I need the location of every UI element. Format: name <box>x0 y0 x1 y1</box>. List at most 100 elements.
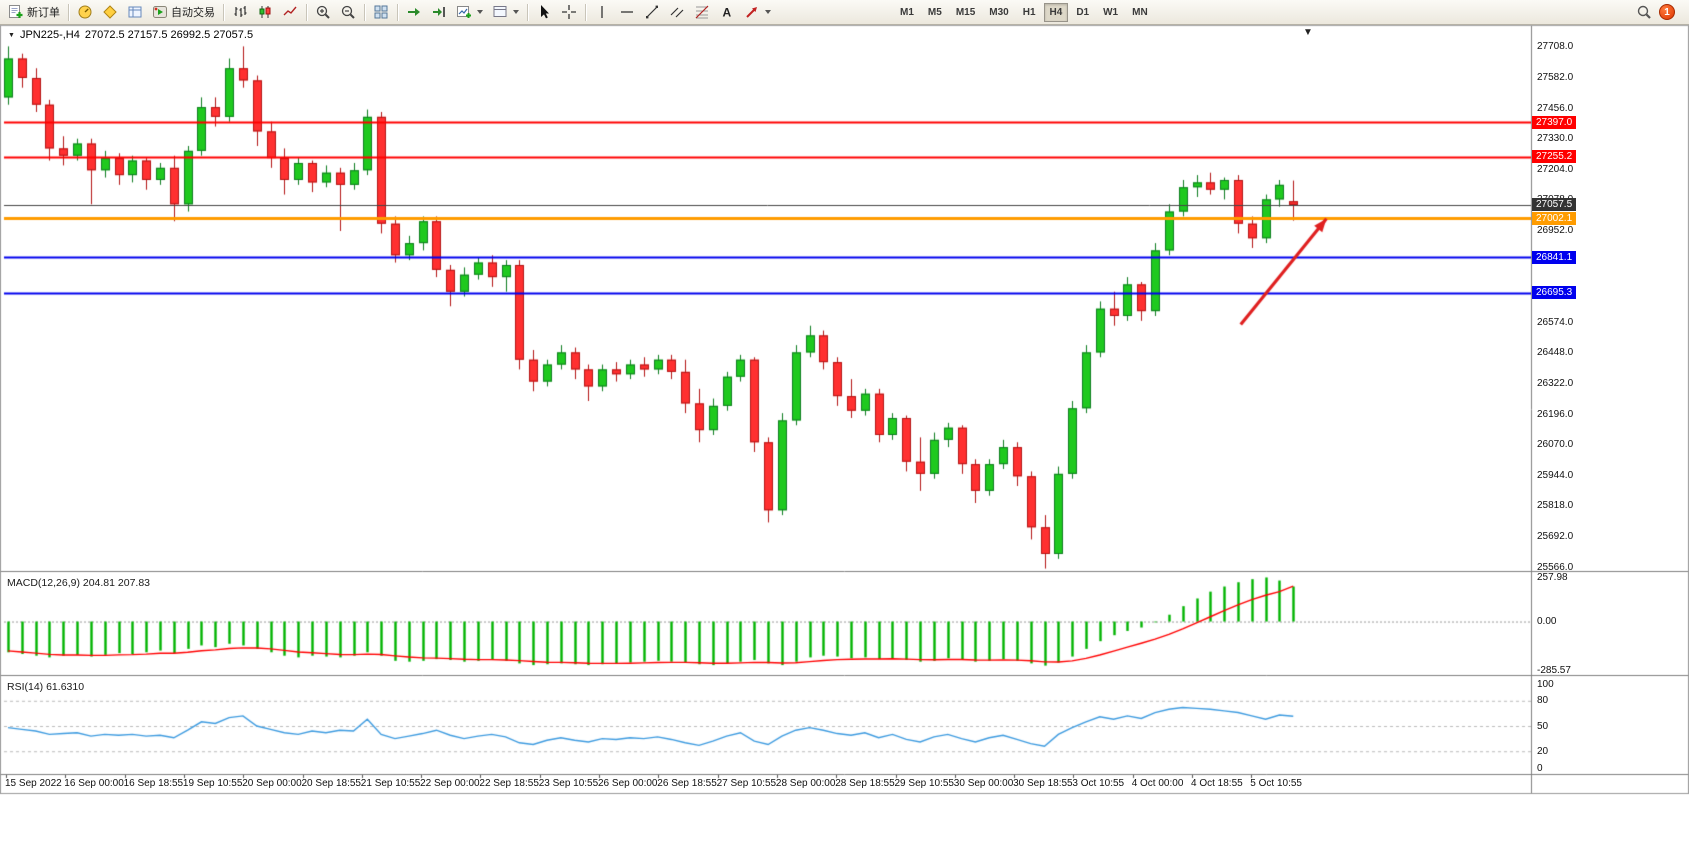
time-axis-label: 16 Sep 18:55 <box>123 778 184 789</box>
price-axis-label: 25692.0 <box>1537 531 1574 542</box>
price-axis-label: 27582.0 <box>1537 71 1574 83</box>
tf-button-w1[interactable]: W1 <box>1103 6 1119 18</box>
new-order-button[interactable]: 新订单 <box>4 2 64 23</box>
notification-badge[interactable]: 1 <box>1659 4 1675 20</box>
line-chart-icon <box>283 6 297 16</box>
horizontal-line-icon <box>621 11 633 13</box>
tf-button-m5[interactable]: M5 <box>927 6 942 18</box>
rsi-axis-label: 20 <box>1537 745 1549 757</box>
data-window-button[interactable] <box>123 2 147 23</box>
toolbar-separator <box>306 3 307 21</box>
text-icon: A <box>723 6 732 20</box>
zoom-out-icon <box>341 5 355 19</box>
cursor-icon <box>541 5 549 19</box>
candlestick-chart-button[interactable] <box>253 2 277 23</box>
timeframe-toolbar: M1 M5 M15 M30 H1 H4 D1 W1 MN <box>894 2 1154 22</box>
auto-scroll-button[interactable] <box>402 2 426 23</box>
toolbar-separator <box>527 3 528 21</box>
time-axis-label: 16 Sep 00:00 <box>64 778 124 789</box>
tile-windows-button[interactable] <box>369 2 393 23</box>
price-axis-label: 25818.0 <box>1537 500 1574 512</box>
metaeditor-button[interactable] <box>98 2 122 23</box>
tf-button-d1[interactable]: D1 <box>1076 6 1090 18</box>
rsi-axis-label: 0 <box>1537 762 1543 774</box>
price-badge: 27255.2 <box>1532 150 1577 164</box>
time-axis-label: 30 Sep 18:55 <box>1013 778 1073 789</box>
tf-button-m15[interactable]: M15 <box>955 6 976 18</box>
trendline-button[interactable] <box>640 2 664 23</box>
chart-shift-icon <box>433 7 445 17</box>
toolbar-right: 1 <box>1636 4 1685 20</box>
vertical-line-button[interactable] <box>590 2 614 23</box>
search-icon[interactable] <box>1636 4 1652 20</box>
channel-icon <box>670 7 684 18</box>
arrows-tool-button[interactable] <box>740 2 775 23</box>
time-axis-label: 4 Oct 18:55 <box>1191 778 1243 789</box>
zoom-out-button[interactable] <box>336 2 360 23</box>
templates-button[interactable] <box>488 2 523 23</box>
time-axis-label: 15 Sep 2022 <box>5 778 62 789</box>
vertical-line-icon <box>601 6 603 18</box>
time-axis-label: 29 Sep 10:55 <box>894 778 955 789</box>
time-axis-label: 3 Oct 10:55 <box>1072 778 1125 789</box>
charts-button[interactable] <box>73 2 97 23</box>
chart-shift-button[interactable] <box>427 2 451 23</box>
time-axis-label: 26 Sep 18:55 <box>657 778 717 789</box>
tf-button-h4[interactable]: H4 <box>1043 2 1069 22</box>
channel-button[interactable] <box>665 2 689 23</box>
tf-button-m1[interactable]: M1 <box>900 6 914 18</box>
main-toolbar: 新订单 自动交易 <box>0 0 1689 25</box>
new-chart-icon <box>457 6 471 18</box>
price-axis-label: 25566.0 <box>1537 561 1574 573</box>
new-chart-button[interactable] <box>452 2 487 23</box>
zoom-in-icon <box>316 5 330 19</box>
toolbar-separator <box>68 3 69 21</box>
price-badge: 26695.3 <box>1532 286 1577 300</box>
tile-windows-icon <box>374 5 388 19</box>
time-axis-label: 20 Sep 18:55 <box>301 778 362 789</box>
new-order-icon <box>9 5 23 18</box>
time-axis-label: 4 Oct 00:00 <box>1131 778 1184 789</box>
chart-ohlc-values: 27072.5 27157.5 26992.5 27057.5 <box>84 29 254 41</box>
autotrade-icon <box>153 6 167 18</box>
text-button[interactable]: A <box>715 2 739 23</box>
time-axis-label: 21 Sep 10:55 <box>360 778 421 789</box>
trendline-icon <box>646 5 658 19</box>
chart-title: ▼ JPN225-,H4 27072.5 27157.5 26992.5 270… <box>8 29 253 41</box>
line-chart-button[interactable] <box>278 2 302 23</box>
price-axis-label: 27708.0 <box>1537 41 1574 53</box>
fibonacci-button[interactable] <box>690 2 714 23</box>
new-order-label: 新订单 <box>27 7 60 19</box>
price-axis-label: 25944.0 <box>1537 469 1574 481</box>
price-axis-label: 26070.0 <box>1537 439 1574 451</box>
tf-button-m30[interactable]: M30 <box>989 6 1009 18</box>
autotrade-button[interactable]: 自动交易 <box>148 2 219 23</box>
rsi-axis-label: 100 <box>1537 678 1554 690</box>
data-window-icon <box>128 6 142 18</box>
autotrade-label: 自动交易 <box>171 7 215 19</box>
time-axis-label: 19 Sep 10:55 <box>182 778 243 789</box>
one-click-trading-icon[interactable]: ▼ <box>8 31 15 39</box>
scroll-end-marker-icon[interactable]: ▼ <box>1303 27 1313 38</box>
price-axis-label: 27330.0 <box>1537 133 1574 145</box>
crosshair-button[interactable] <box>557 2 581 23</box>
svg-text:A: A <box>723 6 732 20</box>
time-axis-label: 28 Sep 18:55 <box>835 778 895 789</box>
time-axis-label: 23 Sep 10:55 <box>538 778 599 789</box>
rsi-indicator-label: RSI(14) 61.6310 <box>7 681 85 693</box>
time-axis-label: 30 Sep 00:00 <box>953 778 1014 789</box>
rsi-axis-label: 50 <box>1537 720 1549 732</box>
auto-scroll-icon <box>408 8 420 16</box>
horizontal-line-button[interactable] <box>615 2 639 23</box>
tf-button-h1[interactable]: H1 <box>1022 6 1036 18</box>
time-axis-label: 27 Sep 10:55 <box>716 778 777 789</box>
toolbar-separator <box>585 3 586 21</box>
zoom-in-button[interactable] <box>311 2 335 23</box>
macd-axis-label: 257.98 <box>1537 571 1568 583</box>
cursor-button[interactable] <box>532 2 556 23</box>
bar-chart-button[interactable] <box>228 2 252 23</box>
time-axis-label: 20 Sep 00:00 <box>242 778 302 789</box>
tf-button-mn[interactable]: MN <box>1132 6 1148 18</box>
